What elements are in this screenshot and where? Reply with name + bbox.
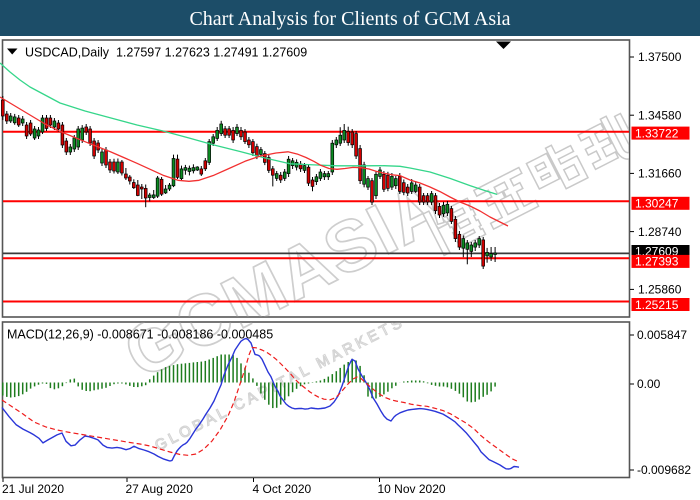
svg-text:1.34580: 1.34580 bbox=[638, 108, 682, 122]
svg-text:USDCAD,Daily 1.27597 1.27623: USDCAD,Daily 1.27597 1.27623 1.27491 1.2… bbox=[25, 46, 307, 60]
svg-text:1.33722: 1.33722 bbox=[635, 126, 679, 140]
svg-text:1.25215: 1.25215 bbox=[635, 298, 679, 312]
svg-text:1.31660: 1.31660 bbox=[638, 167, 682, 181]
svg-text:1.25860: 1.25860 bbox=[638, 283, 682, 297]
svg-text:-0.009682: -0.009682 bbox=[637, 463, 691, 477]
svg-text:1.28740: 1.28740 bbox=[638, 225, 682, 239]
svg-text:27 Aug 2020: 27 Aug 2020 bbox=[126, 482, 194, 496]
svg-text:10 Nov 2020: 10 Nov 2020 bbox=[378, 482, 446, 496]
svg-text:MACD(12,26,9) -0.008671 -0.008: MACD(12,26,9) -0.008671 -0.008186 -0.000… bbox=[7, 328, 273, 342]
svg-text:1.27393: 1.27393 bbox=[635, 255, 679, 269]
svg-text:Chart Analysis for Clients of: Chart Analysis for Clients of GCM Asia bbox=[189, 8, 510, 30]
svg-text:0.005847: 0.005847 bbox=[637, 328, 687, 342]
svg-text:1.37500: 1.37500 bbox=[638, 50, 682, 64]
svg-text:21 Jul 2020: 21 Jul 2020 bbox=[2, 482, 64, 496]
svg-text:1.30247: 1.30247 bbox=[635, 197, 679, 211]
svg-text:4 Oct 2020: 4 Oct 2020 bbox=[253, 482, 312, 496]
svg-text:0.00: 0.00 bbox=[637, 377, 661, 391]
